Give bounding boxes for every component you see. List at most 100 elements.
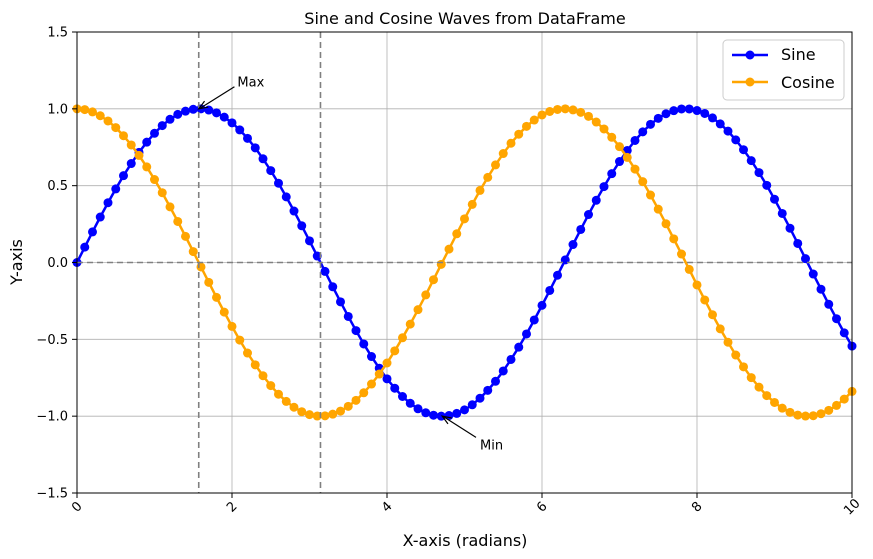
data-point: [599, 182, 609, 192]
data-point: [212, 292, 221, 302]
data-point: [591, 117, 601, 127]
data-point: [320, 266, 330, 276]
data-point: [250, 360, 260, 370]
data-point: [808, 411, 818, 421]
data-point: [343, 401, 353, 411]
data-point: [88, 107, 97, 117]
data-point: [336, 297, 345, 307]
data-point: [328, 282, 338, 292]
data-point: [522, 121, 531, 131]
data-point: [181, 106, 190, 116]
data-point: [723, 126, 733, 136]
legend: Sine Cosine: [722, 39, 845, 101]
data-point: [188, 247, 198, 257]
data-point: [839, 394, 849, 404]
legend-label-cosine: Cosine: [781, 73, 835, 92]
data-point: [522, 329, 531, 339]
data-point: [739, 362, 748, 372]
data-point: [568, 240, 578, 250]
data-point: [785, 223, 795, 233]
ticks: 0 2 4 6 8 10 −1.5 −1.0 −0.5 0.0 0.5 1.0 1.5: [36, 26, 863, 519]
data-point: [801, 411, 810, 421]
data-point: [204, 277, 214, 287]
data-point: [576, 224, 586, 234]
data-point: [607, 169, 617, 179]
data-point: [591, 195, 601, 205]
data-point: [498, 149, 508, 159]
data-point: [460, 405, 469, 415]
data-point: [421, 408, 431, 418]
data-point: [754, 382, 764, 392]
y-tick-label: 0.5: [47, 179, 68, 194]
data-point: [157, 121, 167, 131]
data-point: [243, 348, 252, 358]
data-point: [405, 398, 415, 408]
data-point: [181, 231, 190, 241]
data-point: [529, 115, 539, 125]
data-point: [305, 410, 314, 420]
data-point: [173, 109, 183, 119]
data-point: [188, 104, 198, 114]
data-point: [669, 106, 679, 116]
annotations: Max Min: [197, 76, 503, 453]
data-point: [444, 244, 454, 254]
data-point: [103, 116, 113, 126]
data-point: [126, 159, 136, 169]
data-point: [150, 175, 159, 185]
data-point: [653, 204, 663, 214]
data-point: [770, 194, 779, 204]
data-point: [165, 114, 175, 124]
data-point: [700, 295, 710, 305]
annotation-arrow-min: [443, 416, 477, 438]
data-point: [80, 242, 90, 252]
data-point: [305, 236, 314, 246]
data-point: [599, 124, 609, 134]
data-point: [677, 104, 686, 114]
data-point: [506, 354, 516, 364]
data-point: [320, 411, 330, 421]
data-point: [646, 119, 655, 129]
data-point: [576, 107, 586, 117]
data-point: [289, 402, 299, 412]
data-point: [816, 409, 826, 419]
data-point: [622, 152, 632, 162]
data-point: [297, 407, 307, 417]
data-point: [119, 171, 128, 181]
data-point: [560, 104, 570, 114]
series-sine: [72, 104, 857, 421]
data-point: [700, 108, 710, 118]
data-point: [274, 389, 283, 399]
data-point: [832, 400, 841, 410]
data-point: [584, 210, 593, 220]
data-point: [708, 310, 717, 320]
annotation-arrowhead: [440, 415, 452, 425]
data-point: [537, 300, 547, 310]
y-tick-label: −0.5: [36, 333, 68, 348]
data-point: [467, 199, 477, 209]
data-point: [777, 403, 787, 413]
data-point: [584, 111, 593, 121]
x-axis-label: X-axis (radians): [403, 531, 528, 550]
data-point: [312, 251, 322, 261]
data-point: [258, 154, 268, 164]
data-point: [111, 123, 121, 133]
data-point: [382, 358, 392, 368]
data-point: [250, 143, 260, 153]
data-point: [816, 284, 826, 294]
data-point: [692, 280, 702, 290]
y-tick-label: 0.0: [47, 256, 68, 271]
data-point: [266, 166, 276, 176]
reference-lines-top: [77, 32, 852, 493]
data-point: [568, 105, 578, 115]
data-point: [653, 113, 663, 123]
data-point: [537, 110, 547, 120]
data-point: [483, 172, 493, 182]
data-point: [413, 404, 423, 414]
data-point: [615, 142, 624, 152]
data-point: [95, 111, 105, 121]
data-point: [475, 185, 485, 195]
data-point: [785, 407, 795, 417]
data-point: [219, 307, 229, 317]
data-point: [607, 132, 617, 142]
